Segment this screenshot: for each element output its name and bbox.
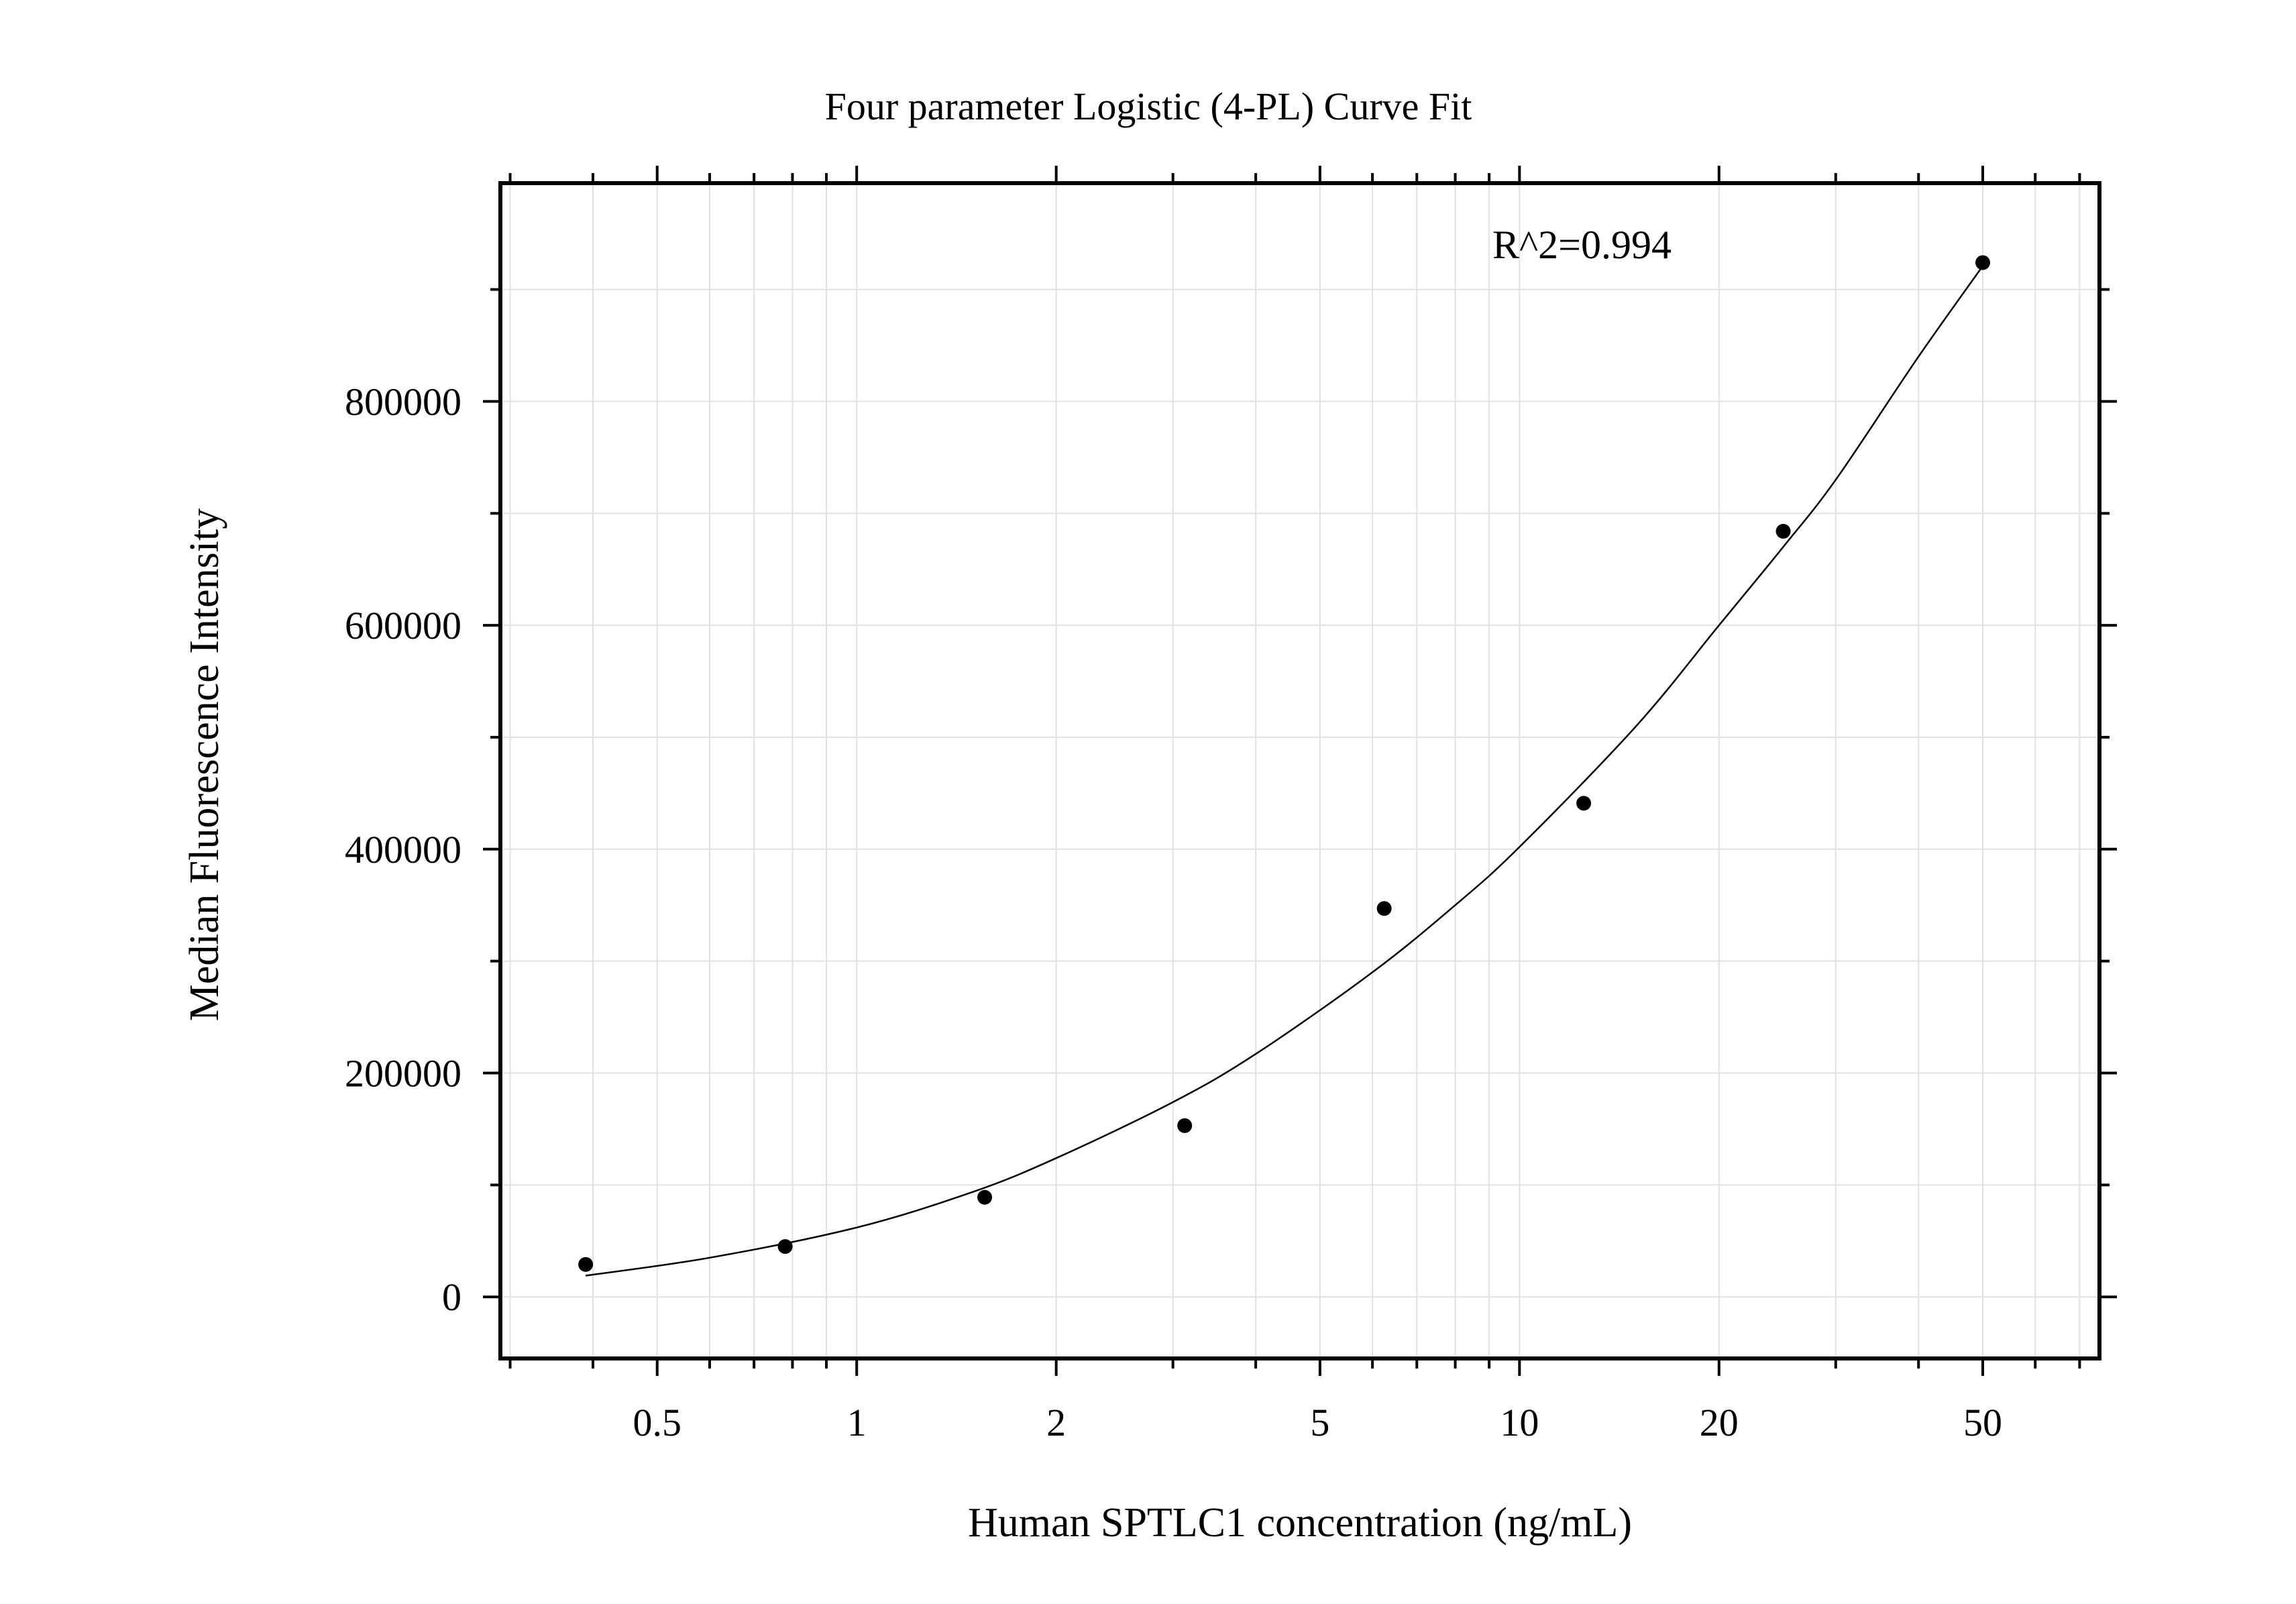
fit-curve-layer: [585, 265, 1984, 1277]
y-tick-labels: 0 200000 400000 600000 800000: [345, 380, 461, 1319]
r-squared-annotation: R^2=0.994: [1492, 223, 1672, 267]
x-axis-label: Human SPTLC1 concentration (ng/mL): [968, 1500, 1632, 1546]
y-tick-label: 400000: [345, 828, 461, 871]
data-point: [578, 1257, 594, 1272]
plot-frame: [498, 181, 2101, 1360]
x-tick-label: 1: [847, 1401, 867, 1444]
chart-title: Four parameter Logistic (4-PL) Curve Fit: [825, 85, 1472, 128]
data-point: [1576, 796, 1592, 811]
data-point: [1177, 1118, 1193, 1133]
x-tick-labels: 0.5 1 2 5 10 20 50: [633, 1401, 2002, 1444]
data-point: [1975, 255, 1991, 270]
fit-curve: [585, 265, 1984, 1277]
data-point: [777, 1239, 793, 1254]
y-tick-label: 0: [442, 1275, 461, 1319]
y-tick-label: 200000: [345, 1052, 461, 1095]
x-tick-label: 10: [1500, 1401, 1539, 1444]
axes: [483, 166, 2117, 1376]
x-tick-label: 20: [1700, 1401, 1739, 1444]
y-axis-label: Median Fluorescence Intensity: [182, 509, 227, 1021]
x-tick-label: 2: [1046, 1401, 1066, 1444]
x-tick-label: 50: [1963, 1401, 2002, 1444]
data-points: [578, 255, 1991, 1272]
data-point: [1775, 523, 1791, 539]
data-point: [1376, 901, 1392, 916]
x-tick-label: 5: [1310, 1401, 1329, 1444]
x-tick-label: 0.5: [633, 1401, 682, 1444]
grid: [500, 183, 2099, 1358]
y-tick-label: 800000: [345, 380, 461, 423]
y-tick-label: 600000: [345, 604, 461, 647]
data-point: [977, 1189, 993, 1205]
